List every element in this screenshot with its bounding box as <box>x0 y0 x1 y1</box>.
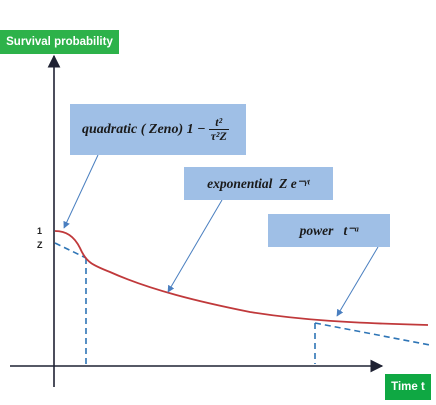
fraction-denominator: τ²Z <box>208 129 229 143</box>
tick-label-one: 1 <box>37 226 43 236</box>
quadratic-pointer <box>63 154 99 229</box>
exponential-formula-text: exponential Z e⁻ᵞᵗ <box>207 175 310 191</box>
quadratic-zeno-box: quadratic ( Zeno) 1 − t² τ²Z <box>70 104 246 155</box>
exponential-pointer <box>167 199 223 293</box>
fraction-numerator: t² <box>215 115 223 129</box>
exponential-box: exponential Z e⁻ᵞᵗ <box>184 167 333 200</box>
power-pointer <box>336 246 379 317</box>
exponential-extrapolation-dashed <box>54 242 87 259</box>
x-axis-label: Time t <box>385 374 431 400</box>
survival-curve <box>54 230 429 326</box>
tick-label-z: Z <box>37 240 43 250</box>
quadratic-fraction: t² τ²Z <box>208 115 229 143</box>
y-axis-label: Survival probability <box>0 30 119 54</box>
quadratic-formula-text: quadratic ( Zeno) 1 − <box>82 121 206 137</box>
power-formula-text: power t⁻ᵅ <box>299 222 359 238</box>
power-box: power t⁻ᵅ <box>268 214 390 247</box>
exponential-tail-dashed <box>314 322 431 346</box>
